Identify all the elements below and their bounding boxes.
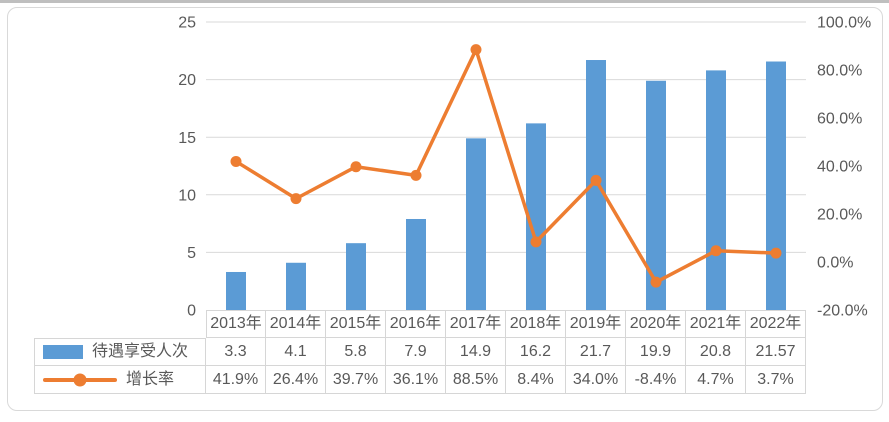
chart-data-table: 2013年 2014年 2015年 2016年 2017年 2018年 2019年 2020年…: [34, 310, 806, 394]
line-point: [590, 174, 602, 186]
benefit-value-cell: 21.57: [746, 338, 806, 366]
legend-item-benefit: 待遇享受人次: [34, 338, 206, 366]
legend-label-benefit: 待遇享受人次: [92, 343, 189, 360]
left-axis-tick: 5: [187, 245, 196, 262]
year-header-cell: 2022年: [746, 310, 806, 338]
year-header-cell: 2018年: [506, 310, 566, 338]
growth-line: [234, 47, 778, 284]
bar-column: [406, 218, 426, 310]
benefit-value-cell: 21.7: [566, 338, 626, 366]
growth-value-cell: 26.4%: [266, 366, 326, 394]
benefit-value-cell: 16.2: [506, 338, 566, 366]
bar-series-swatch: [43, 345, 83, 359]
bar-column: [706, 70, 726, 310]
legend-item-growth: 增长率: [34, 366, 206, 394]
growth-value-cell: 36.1%: [386, 366, 446, 394]
year-header-cell: 2016年: [386, 310, 446, 338]
line-point: [650, 276, 662, 288]
year-header-cell: 2014年: [266, 310, 326, 338]
benefit-value-cell: 3.3: [206, 338, 266, 366]
right-axis-tick: 60.0%: [817, 111, 862, 128]
legend-label-growth: 增长率: [126, 370, 175, 388]
benefit-value-cell: 5.8: [326, 338, 386, 366]
line-point: [470, 44, 482, 56]
year-header-cell: 2017年: [446, 310, 506, 338]
bar-column: [346, 243, 366, 310]
benefit-value-cell: 20.8: [686, 338, 746, 366]
line-point: [410, 169, 422, 181]
right-axis-tick: 0.0%: [817, 255, 853, 272]
benefit-value-cell: 7.9: [386, 338, 446, 366]
left-axis-tick: 20: [178, 72, 196, 89]
growth-value-cell: 4.7%: [686, 366, 746, 394]
line-point: [350, 161, 362, 173]
year-header-cell: 2021年: [686, 310, 746, 338]
right-axis-tick: 40.0%: [817, 159, 862, 176]
year-header-cell: 2020年: [626, 310, 686, 338]
benefit-value-cell: 14.9: [446, 338, 506, 366]
right-axis-tick: 100.0%: [817, 15, 871, 32]
line-point: [230, 155, 242, 167]
year-header-cell: 2019年: [566, 310, 626, 338]
growth-value-cell: 3.7%: [746, 366, 806, 394]
bar-column: [526, 123, 546, 310]
table-corner-spacer: [34, 310, 206, 338]
growth-value-cell: 34.0%: [566, 366, 626, 394]
right-axis-tick: 80.0%: [817, 63, 862, 80]
growth-value-cell: 41.9%: [206, 366, 266, 394]
bar-column: [466, 138, 486, 310]
top-divider: [0, 0, 889, 3]
left-axis-tick: 10: [178, 187, 196, 204]
left-axis-tick: 15: [178, 130, 196, 147]
growth-value-cell: -8.4%: [626, 366, 686, 394]
bar-column: [226, 271, 246, 310]
left-axis-tick: 0: [187, 303, 196, 320]
growth-value-cell: 8.4%: [506, 366, 566, 394]
line-point: [770, 247, 782, 259]
line-point: [290, 193, 302, 205]
year-header-cell: 2013年: [206, 310, 266, 338]
line-point: [530, 236, 542, 248]
year-header-cell: 2015年: [326, 310, 386, 338]
growth-value-cell: 39.7%: [326, 366, 386, 394]
benefit-value-cell: 4.1: [266, 338, 326, 366]
right-axis-tick: 20.0%: [817, 207, 862, 224]
line-series-key: [43, 373, 117, 387]
benefit-value-cell: 19.9: [626, 338, 686, 366]
line-point: [710, 245, 722, 257]
right-axis-tick: -20.0%: [817, 303, 868, 320]
bar-column: [286, 262, 306, 310]
growth-value-cell: 88.5%: [446, 366, 506, 394]
bar-column: [646, 80, 666, 310]
left-axis-tick: 25: [178, 15, 196, 32]
line-key-marker: [73, 373, 87, 386]
bar-column: [766, 61, 786, 311]
